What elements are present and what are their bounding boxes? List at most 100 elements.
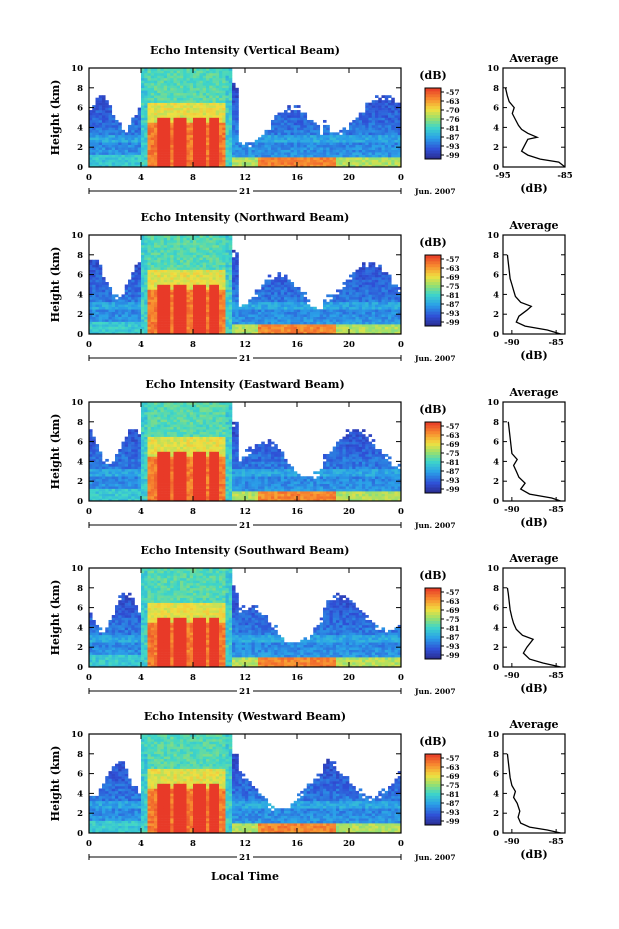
average-frame [502,401,566,502]
avg-x-tick-label: -95 [495,171,510,181]
x-tick-label: 8 [190,173,196,183]
y-tick-label: 0 [77,497,83,507]
x-tick-label: 0 [86,673,92,683]
panel-title: Echo Intensity (Vertical Beam) [150,44,340,57]
x-tick-label: 4 [138,340,144,350]
x-axis-label: Local Time [211,870,279,883]
y-axis-label: Height (km) [49,746,62,822]
colorbar [424,421,442,494]
y-tick-label: 10 [71,730,83,740]
y-tick-label: 10 [71,231,83,241]
heatmap [89,402,402,502]
colorbar-tick-label: -81 [446,458,460,467]
avg-y-tick-label: 10 [487,398,499,408]
avg-y-tick-label: 2 [493,310,499,320]
colorbar-tick-label: -93 [446,309,460,318]
avg-y-tick-label: 10 [487,564,499,574]
x-tick-label: 20 [343,673,355,683]
avg-y-tick-label: 2 [493,809,499,819]
colorbar-label: (dB) [419,403,446,416]
panel-5: Echo Intensity (Westward Beam) 0 2 4 6 8 10 Hei… [49,710,566,863]
month-label: Jun. 2007 [414,354,456,363]
avg-y-tick-label: 6 [493,438,499,448]
colorbar-tick-label: -99 [446,651,460,660]
avg-y-tick-label: 6 [493,604,499,614]
y-tick-label: 4 [77,457,83,467]
x-tick-label: 16 [291,507,303,517]
y-tick-label: 10 [71,398,83,408]
x-tick-label: 4 [138,839,144,849]
y-tick-label: 10 [71,564,83,574]
x-tick-label: 16 [291,340,303,350]
date-label: 21 [239,187,251,197]
y-tick-label: 6 [77,438,83,448]
avg-x-tick-label: -90 [504,338,519,348]
y-tick-label: 4 [77,789,83,799]
colorbar-tick-label: -63 [446,97,460,106]
y-tick-label: 8 [77,750,83,760]
average-frame [502,567,566,668]
avg-y-tick-label: 6 [493,271,499,281]
avg-y-tick-label: 8 [493,584,499,594]
colorbar-tick-label: -69 [446,606,460,615]
avg-y-tick-label: 0 [493,663,499,673]
colorbar-tick-label: -75 [446,282,460,291]
avg-y-tick-label: 4 [493,789,499,799]
colorbar-tick-label: -63 [446,763,460,772]
avg-x-tick-label: -85 [548,338,563,348]
colorbar-tick-label: -57 [446,754,460,763]
panel-title: Echo Intensity (Northward Beam) [141,211,350,224]
colorbar-tick-label: -57 [446,588,460,597]
avg-y-tick-label: 4 [493,623,499,633]
y-tick-label: 2 [77,477,83,487]
colorbar [424,587,442,660]
month-label: Jun. 2007 [414,853,456,862]
month-label: Jun. 2007 [414,187,456,196]
avg-y-tick-label: 0 [493,330,499,340]
x-tick-label: 4 [138,507,144,517]
colorbar-tick-label: -87 [446,633,460,642]
avg-y-tick-label: 6 [493,104,499,114]
y-tick-label: 6 [77,271,83,281]
panel-3: Echo Intensity (Eastward Beam) 0 2 4 6 8 10 Hei… [49,378,566,531]
y-tick-label: 10 [71,64,83,74]
date-label: 21 [239,687,251,697]
y-tick-label: 8 [77,84,83,94]
colorbar-tick-label: -69 [446,440,460,449]
avg-x-label: (dB) [520,349,547,362]
colorbar-tick-label: -63 [446,597,460,606]
colorbar-tick-label: -69 [446,772,460,781]
avg-y-tick-label: 0 [493,163,499,173]
average-profile-line [506,753,561,834]
y-tick-label: 2 [77,643,83,653]
y-tick-label: 0 [77,330,83,340]
date-label: 21 [239,853,251,863]
colorbar-tick-label: -81 [446,124,460,133]
panel-4: Echo Intensity (Southward Beam) 0 2 4 6 8 10 He… [49,544,566,697]
colorbar-tick-label: -70 [446,106,460,115]
heatmap [89,68,402,168]
colorbar-tick-label: -75 [446,781,460,790]
colorbar-tick-label: -99 [446,151,460,160]
avg-x-tick-label: -85 [548,505,563,515]
avg-x-label: (dB) [520,848,547,861]
avg-x-label: (dB) [520,516,547,529]
colorbar-tick-label: -93 [446,142,460,151]
y-tick-label: 2 [77,143,83,153]
x-tick-label: 0 [86,839,92,849]
x-tick-label: 12 [239,340,251,350]
average-profile-line [507,421,561,502]
avg-y-tick-label: 0 [493,497,499,507]
colorbar-tick-label: -99 [446,318,460,327]
y-tick-label: 8 [77,251,83,261]
avg-y-tick-label: 10 [487,64,499,74]
colorbar-tick-label: -93 [446,476,460,485]
x-tick-label: 20 [343,839,355,849]
avg-y-tick-label: 2 [493,643,499,653]
colorbar-tick-label: -99 [446,485,460,494]
y-axis-label: Height (km) [49,247,62,323]
colorbar-tick-label: -87 [446,300,460,309]
colorbar-tick-label: -93 [446,808,460,817]
x-tick-label: 20 [343,173,355,183]
x-tick-label: 8 [190,340,196,350]
